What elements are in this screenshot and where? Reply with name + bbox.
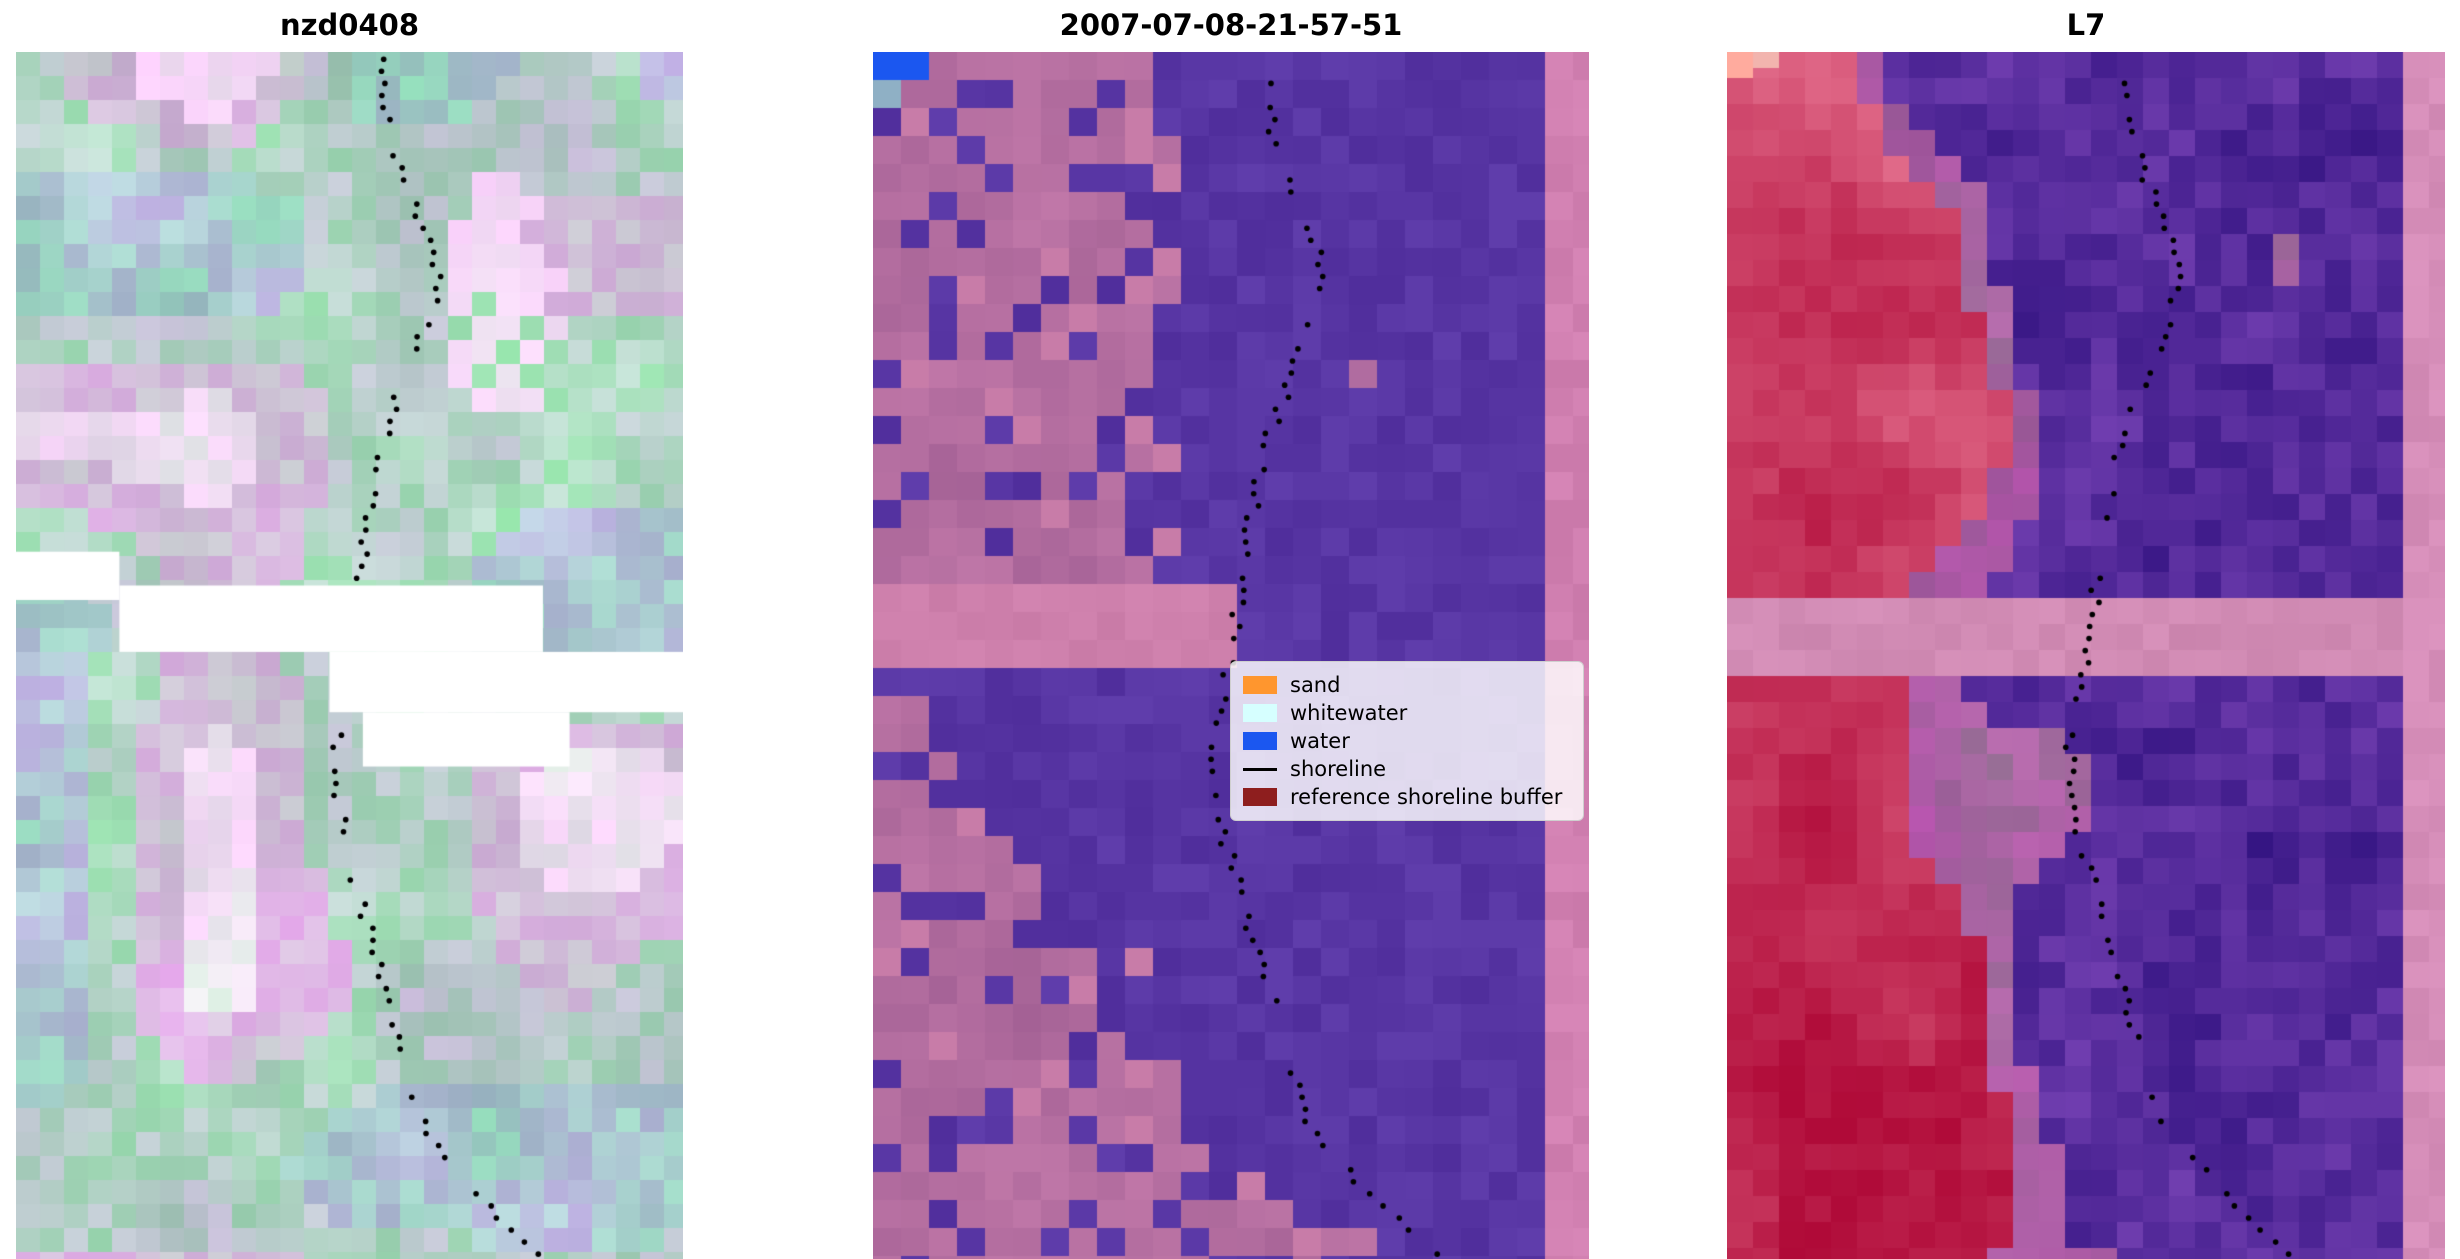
legend-item-reference-shoreline-buffer: reference shoreline buffer	[1243, 783, 1571, 811]
legend-label-reference-shoreline-buffer: reference shoreline buffer	[1290, 785, 1563, 809]
panel-title-nzd0408: nzd0408	[280, 8, 419, 42]
legend-label-whitewater: whitewater	[1290, 701, 1408, 725]
legend-item-sand: sand	[1243, 671, 1571, 699]
legend-label-shoreline: shoreline	[1290, 757, 1387, 781]
legend-swatch-sand	[1243, 676, 1277, 694]
legend-label-water: water	[1290, 729, 1350, 753]
panel-title-l7: L7	[2066, 8, 2106, 42]
legend-swatch-whitewater	[1243, 704, 1277, 722]
satellite-image-canvas	[16, 52, 683, 1259]
l7-image-canvas	[1727, 52, 2445, 1259]
legend-label-sand: sand	[1290, 673, 1341, 697]
legend-item-whitewater: whitewater	[1243, 699, 1571, 727]
legend-swatch-water	[1243, 732, 1277, 750]
panel-l7: L7	[1727, 0, 2445, 1259]
classification-map-canvas	[873, 52, 1589, 1259]
legend-item-shoreline: shoreline	[1243, 755, 1571, 783]
legend-item-water: water	[1243, 727, 1571, 755]
panel-title-date: 2007-07-08-21-57-51	[1059, 8, 1403, 42]
legend-swatch-reference-shoreline-buffer	[1243, 788, 1277, 806]
classification-legend: sand whitewater water shoreline referenc…	[1230, 661, 1584, 821]
legend-swatch-shoreline-line	[1243, 767, 1277, 771]
panel-nzd0408: nzd0408	[16, 0, 683, 1259]
panel-classification: 2007-07-08-21-57-51 sand whitewater wate…	[873, 0, 1589, 1259]
